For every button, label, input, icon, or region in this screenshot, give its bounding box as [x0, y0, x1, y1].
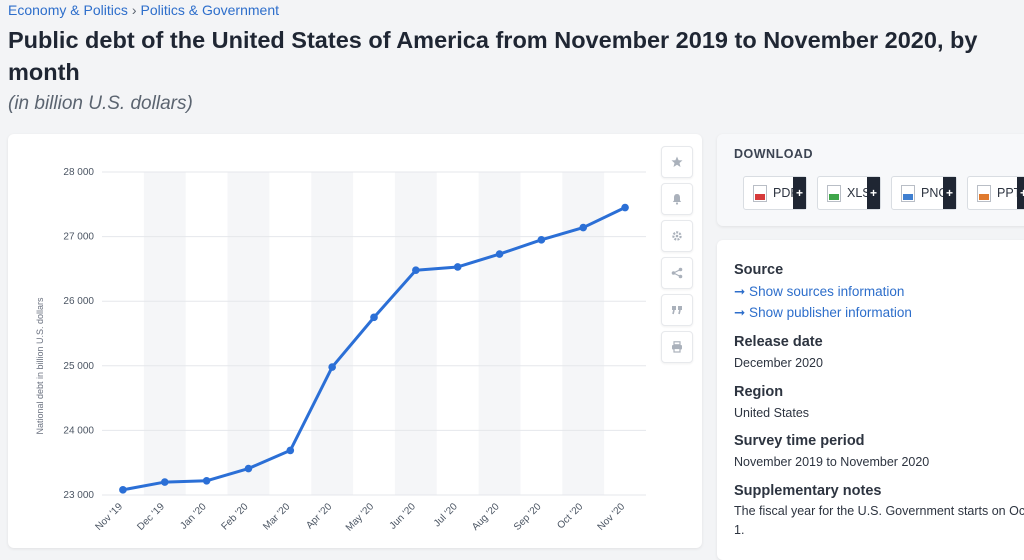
download-panel: DOWNLOAD PDF + XLS + PNG + PPT + [717, 134, 1024, 226]
supplementary-notes-value: The fiscal year for the U.S. Government … [734, 504, 1024, 537]
ppt-file-icon [977, 184, 991, 202]
x-tick-label: May '20 [344, 501, 377, 534]
column-band [394, 172, 437, 495]
xls-file-icon [827, 184, 841, 202]
survey-period-value: November 2019 to November 2020 [734, 455, 930, 469]
column-band [311, 172, 354, 495]
region-heading: Region [734, 384, 784, 400]
x-tick-label: Sep '20 [512, 501, 544, 533]
x-tick-label: Mar '20 [261, 501, 292, 532]
bell-icon[interactable] [661, 183, 693, 215]
data-point[interactable] [119, 486, 127, 494]
download-ppt-label: PPT [997, 186, 1022, 200]
y-tick-label: 27 000 [63, 232, 94, 243]
download-xls-button[interactable]: XLS + [817, 176, 881, 210]
png-file-icon [901, 184, 915, 202]
x-tick-label: Jan '20 [178, 501, 209, 532]
x-tick-label: Aug '20 [470, 501, 502, 533]
info-panel: Source ➞ Show sources information ➞ Show… [717, 240, 1024, 560]
download-pdf-label: PDF [773, 186, 798, 200]
download-png-label: PNG [921, 186, 949, 200]
data-point[interactable] [328, 363, 336, 371]
region-value: United States [734, 406, 810, 420]
survey-period-heading: Survey time period [734, 433, 865, 449]
release-date-value: December 2020 [734, 356, 823, 370]
x-tick-label: Jun '20 [388, 501, 419, 532]
data-point[interactable] [370, 313, 378, 322]
line-chart: 23 000 24 000 25 000 26 000 27 000 28 000 Nov… [35, 167, 646, 534]
download-xls-label: XLS [847, 186, 871, 200]
pdf-file-icon [753, 184, 767, 202]
page-subtitle: (in billion U.S. dollars) [8, 93, 193, 114]
y-tick-label: 28 000 [63, 167, 94, 178]
breadcrumb-economy-politics[interactable]: Economy & Politics [8, 2, 128, 18]
data-point[interactable] [244, 464, 253, 473]
download-png-button[interactable]: PNG + [891, 176, 957, 210]
quote-icon[interactable] [661, 294, 693, 326]
data-point[interactable] [537, 236, 546, 244]
page-title: Public debt of the United States of Amer… [8, 27, 978, 85]
column-band [227, 172, 270, 495]
column-band [143, 172, 186, 495]
release-date-heading: Release date [734, 334, 823, 350]
download-ppt-button[interactable]: PPT + [967, 176, 1024, 210]
x-tick-label: Dec '19 [135, 501, 167, 533]
gear-icon[interactable] [661, 220, 693, 252]
download-label: DOWNLOAD [734, 147, 813, 161]
y-axis-label: National debt in billion U.S. dollars [35, 297, 45, 435]
share-icon[interactable] [661, 257, 693, 289]
data-point[interactable] [286, 446, 295, 455]
data-point[interactable] [202, 476, 211, 485]
x-tick-label: Oct '20 [555, 501, 585, 531]
plus-icon: + [1017, 177, 1024, 209]
plus-icon: + [793, 177, 806, 209]
x-tick-label: Feb '20 [219, 501, 250, 532]
y-tick-label: 26 000 [63, 296, 94, 307]
source-heading: Source [734, 262, 784, 278]
breadcrumb-separator: › [131, 2, 137, 18]
breadcrumb-politics-government[interactable]: Politics & Government [140, 2, 280, 18]
print-icon[interactable] [661, 331, 693, 363]
data-point[interactable] [495, 250, 504, 258]
breadcrumb: Economy & Politics › Politics & Government [8, 2, 279, 18]
data-point[interactable] [412, 266, 420, 274]
supplementary-notes-heading: Supplementary notes [734, 483, 882, 499]
show-publisher-link[interactable]: ➞ Show publisher information [734, 305, 912, 320]
series-line-national-debt [121, 206, 627, 492]
y-tick-label: 25 000 [63, 361, 94, 372]
x-tick-label: Apr '20 [304, 501, 334, 531]
x-tick-label: Nov '19 [94, 501, 126, 533]
x-tick-label: Nov '20 [596, 501, 628, 533]
chart-card: 23 000 24 000 25 000 26 000 27 000 28 000 Nov… [8, 134, 702, 548]
y-tick-label: 24 000 [63, 425, 94, 436]
data-point[interactable] [621, 203, 629, 212]
data-point[interactable] [160, 478, 169, 486]
data-point[interactable] [579, 223, 588, 232]
download-pdf-button[interactable]: PDF + [743, 176, 807, 210]
y-tick-label: 23 000 [63, 490, 94, 501]
plus-icon: + [867, 177, 880, 209]
show-sources-link[interactable]: ➞ Show sources information [734, 284, 905, 299]
plus-icon: + [943, 177, 956, 209]
x-tick-label: Jul '20 [432, 501, 460, 529]
column-band [478, 172, 521, 495]
star-icon[interactable] [661, 146, 693, 178]
data-point[interactable] [453, 263, 462, 271]
